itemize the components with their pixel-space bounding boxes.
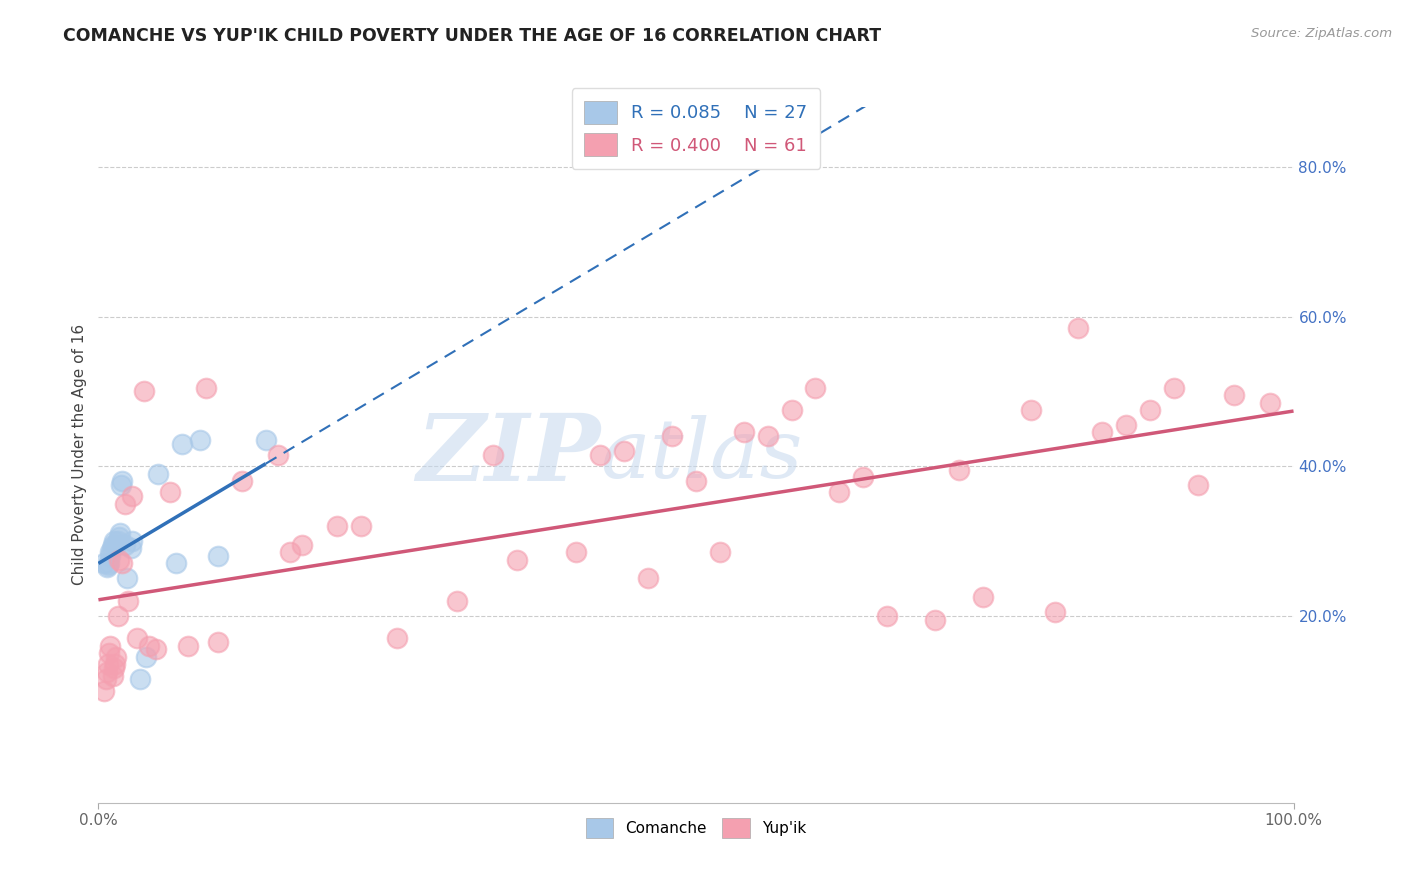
Point	[114, 538, 136, 552]
Point	[804, 381, 827, 395]
Point	[780, 403, 803, 417]
Point	[291, 538, 314, 552]
Point	[972, 590, 994, 604]
Point	[111, 557, 134, 571]
Point	[876, 608, 898, 623]
Point	[661, 429, 683, 443]
Point	[852, 470, 875, 484]
Point	[172, 436, 194, 450]
Point	[165, 557, 187, 571]
Point	[96, 560, 118, 574]
Point	[1019, 403, 1042, 417]
Point	[107, 530, 129, 544]
Point	[117, 594, 139, 608]
Point	[98, 646, 121, 660]
Point	[105, 538, 128, 552]
Text: COMANCHE VS YUP'IK CHILD POVERTY UNDER THE AGE OF 16 CORRELATION CHART: COMANCHE VS YUP'IK CHILD POVERTY UNDER T…	[63, 27, 882, 45]
Point	[138, 639, 160, 653]
Point	[733, 425, 755, 440]
Point	[107, 552, 129, 566]
Point	[385, 631, 409, 645]
Point	[107, 608, 129, 623]
Point	[132, 384, 155, 399]
Point	[148, 467, 170, 481]
Point	[120, 541, 142, 556]
Point	[1163, 381, 1185, 395]
Point	[111, 474, 134, 488]
Point	[177, 639, 200, 653]
Point	[96, 665, 118, 679]
Point	[103, 661, 125, 675]
Point	[101, 538, 124, 552]
Point	[98, 557, 121, 571]
Point	[613, 444, 636, 458]
Point	[709, 545, 731, 559]
Point	[924, 613, 946, 627]
Point	[107, 533, 129, 548]
Point	[98, 545, 122, 559]
Text: atlas: atlas	[600, 415, 803, 495]
Point	[159, 485, 181, 500]
Point	[481, 448, 505, 462]
Point	[350, 519, 373, 533]
Point	[101, 668, 124, 682]
Point	[104, 657, 127, 672]
Point	[637, 571, 659, 585]
Y-axis label: Child Poverty Under the Age of 16: Child Poverty Under the Age of 16	[72, 325, 87, 585]
Point	[145, 642, 167, 657]
Point	[98, 639, 122, 653]
Point	[115, 571, 138, 585]
Point	[278, 545, 301, 559]
Point	[114, 497, 136, 511]
Point	[108, 526, 131, 541]
Point	[103, 533, 125, 548]
Point	[110, 478, 132, 492]
Point	[207, 635, 229, 649]
Text: Source: ZipAtlas.com: Source: ZipAtlas.com	[1251, 27, 1392, 40]
Point	[97, 558, 120, 572]
Point	[93, 683, 115, 698]
Point	[326, 519, 349, 533]
Point	[125, 631, 148, 645]
Point	[231, 474, 253, 488]
Point	[446, 594, 468, 608]
Point	[948, 463, 970, 477]
Point	[1043, 605, 1066, 619]
Point	[1091, 425, 1114, 440]
Point	[97, 657, 120, 672]
Point	[129, 673, 152, 687]
Point	[267, 448, 290, 462]
Point	[1187, 478, 1209, 492]
Point	[828, 485, 851, 500]
Point	[94, 673, 117, 687]
Point	[100, 541, 122, 556]
Point	[1067, 320, 1090, 334]
Point	[121, 533, 143, 548]
Point	[565, 545, 588, 559]
Point	[589, 448, 612, 462]
Legend: Comanche, Yup'ik: Comanche, Yup'ik	[579, 812, 813, 844]
Text: ZIP: ZIP	[416, 410, 600, 500]
Point	[121, 489, 143, 503]
Point	[195, 381, 218, 395]
Point	[756, 429, 779, 443]
Point	[207, 549, 229, 563]
Point	[105, 649, 128, 664]
Point	[1258, 395, 1281, 409]
Point	[685, 474, 707, 488]
Point	[98, 549, 122, 563]
Point	[1115, 417, 1137, 432]
Point	[254, 433, 277, 447]
Point	[93, 557, 115, 571]
Point	[188, 433, 211, 447]
Point	[1223, 388, 1246, 402]
Point	[1139, 403, 1161, 417]
Point	[135, 649, 157, 664]
Point	[506, 552, 529, 566]
